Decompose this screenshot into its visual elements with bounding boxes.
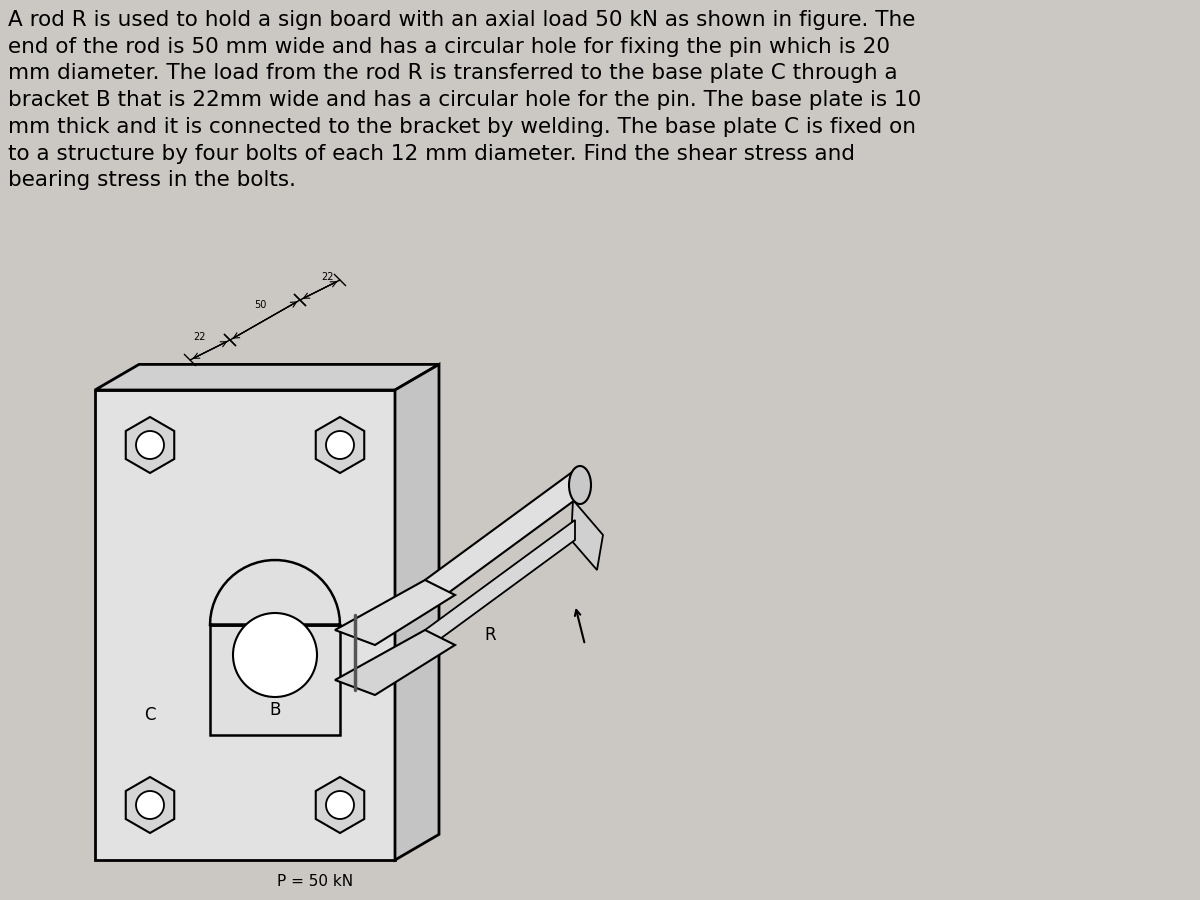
Polygon shape (335, 580, 455, 645)
Polygon shape (210, 625, 340, 735)
Text: A rod R is used to hold a sign board with an axial load 50 kN as shown in figure: A rod R is used to hold a sign board wit… (8, 10, 922, 190)
Circle shape (136, 791, 164, 819)
Circle shape (233, 613, 317, 697)
Polygon shape (571, 500, 604, 570)
Polygon shape (210, 560, 340, 625)
Text: P = 50 kN: P = 50 kN (277, 875, 353, 889)
Text: 22: 22 (322, 272, 335, 282)
Text: R: R (484, 626, 496, 644)
Polygon shape (335, 630, 455, 695)
Polygon shape (395, 364, 439, 860)
Text: 22: 22 (193, 332, 206, 342)
Text: C: C (144, 706, 156, 724)
Ellipse shape (569, 466, 592, 504)
Polygon shape (425, 470, 575, 610)
Text: 50: 50 (254, 300, 266, 310)
Circle shape (136, 431, 164, 459)
Text: B: B (269, 701, 281, 719)
Polygon shape (95, 364, 439, 390)
Circle shape (326, 431, 354, 459)
Polygon shape (126, 417, 174, 473)
Polygon shape (95, 390, 395, 860)
Circle shape (326, 791, 354, 819)
Polygon shape (425, 520, 575, 650)
Polygon shape (316, 417, 365, 473)
Polygon shape (126, 777, 174, 833)
Polygon shape (316, 777, 365, 833)
